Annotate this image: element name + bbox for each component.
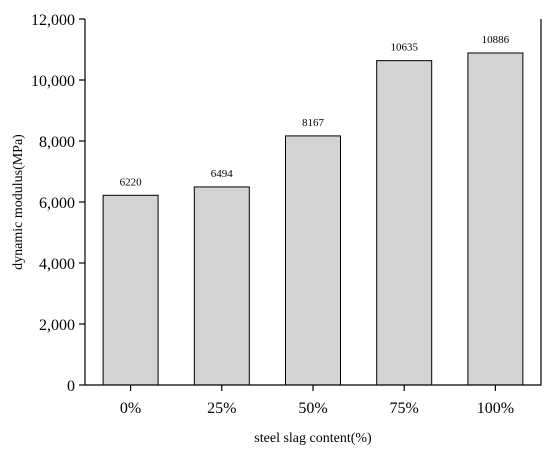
bar-0pct [102,194,159,386]
x-tick-label: 25% [207,400,236,417]
data-label: 10886 [482,34,510,46]
data-label: 10635 [390,42,418,54]
x-tick-label: 75% [390,400,419,417]
x-tick-label: 50% [298,400,327,417]
x-axis-ticks: 0% 25% 50% 75% 100% [120,385,514,417]
bar-50pct [285,135,341,386]
bars-group [102,52,524,386]
y-tick-label: 0 [67,378,75,395]
y-axis-title: dynamic modulus(MPa) [11,134,26,270]
y-axis-ticks: 0 2,000 4,000 6,000 8,000 10,000 12,000 [31,12,85,395]
data-labels-group: 6220 6494 8167 10635 10886 [120,34,510,188]
data-label: 8167 [302,117,325,129]
x-tick-label: 0% [120,400,141,417]
x-axis-title: steel slag content(%) [254,431,372,446]
y-tick-label: 8,000 [39,134,75,151]
data-label: 6220 [120,176,143,188]
y-tick-label: 2,000 [39,317,75,334]
bar-75pct [376,60,433,386]
axes-frame [84,19,542,386]
y-tick-label: 6,000 [39,195,75,212]
x-tick-label: 100% [477,400,514,417]
y-tick-label: 4,000 [39,256,75,273]
data-label: 6494 [211,168,234,180]
bar-100pct [467,52,524,386]
bar-25pct [193,186,250,386]
y-tick-label: 10,000 [31,73,75,90]
y-tick-label: 12,000 [31,12,75,29]
